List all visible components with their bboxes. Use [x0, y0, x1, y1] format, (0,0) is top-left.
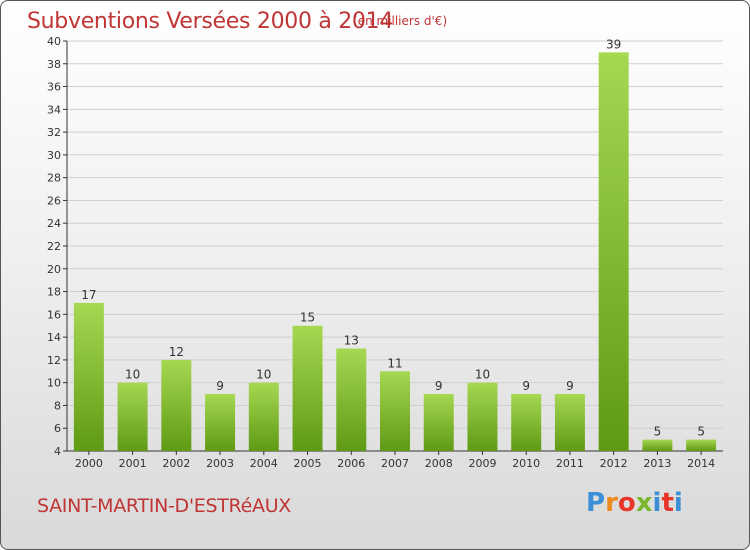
x-tick-label-2008: 2008	[425, 457, 453, 470]
y-tick-label: 22	[47, 240, 61, 253]
y-tick-label: 12	[47, 354, 61, 367]
data-label-2011: 9	[566, 379, 574, 393]
logo-letter: r	[605, 488, 618, 518]
y-tick-label: 26	[47, 194, 61, 207]
data-label-2007: 11	[387, 356, 402, 370]
data-label-2008: 9	[435, 379, 443, 393]
y-tick-label: 36	[47, 81, 61, 94]
x-tick-label-2005: 2005	[294, 457, 322, 470]
data-label-2003: 9	[216, 379, 224, 393]
bar-2003	[205, 394, 236, 451]
logo-letter: P	[586, 488, 606, 518]
y-tick-label: 30	[47, 149, 61, 162]
bar-2001	[117, 382, 148, 451]
data-label-2001: 10	[125, 368, 140, 382]
x-tick-label-2007: 2007	[381, 457, 409, 470]
y-tick-label: 32	[47, 126, 61, 139]
x-tick-label-2011: 2011	[556, 457, 584, 470]
x-tick-label-2013: 2013	[643, 457, 671, 470]
x-tick-label-2012: 2012	[600, 457, 628, 470]
bar-2000	[73, 302, 104, 451]
data-label-2002: 12	[169, 345, 184, 359]
y-tick-label: 20	[47, 263, 61, 276]
y-tick-label: 6	[54, 422, 61, 435]
y-tick-label: 4	[54, 445, 61, 458]
x-tick-label-2002: 2002	[162, 457, 190, 470]
logo-letter: o	[617, 488, 636, 518]
bar-2014	[686, 439, 717, 451]
bar-2012	[598, 52, 629, 452]
x-tick-label-2009: 2009	[468, 457, 496, 470]
bar-2005	[292, 325, 323, 451]
x-tick-label-2000: 2000	[75, 457, 103, 470]
bar-2007	[380, 371, 410, 451]
x-tick-label-2006: 2006	[337, 457, 365, 470]
data-label-2000: 17	[81, 288, 96, 302]
x-tick-label-2014: 2014	[687, 457, 715, 470]
y-tick-label: 18	[47, 286, 61, 299]
data-label-2010: 9	[522, 379, 530, 393]
logo-letter: x	[635, 488, 653, 518]
y-tick-label: 24	[47, 217, 61, 230]
data-label-2012: 39	[606, 37, 621, 51]
logo-letter: t	[661, 488, 674, 518]
bar-2008	[423, 394, 454, 451]
data-label-2006: 13	[344, 334, 359, 348]
y-tick-label: 8	[54, 399, 61, 412]
y-tick-label: 14	[47, 331, 61, 344]
bar-2002	[161, 359, 192, 451]
bar-2010	[511, 394, 542, 451]
y-tick-label: 40	[47, 35, 61, 48]
bar-2013	[642, 439, 673, 451]
data-label-2005: 15	[300, 311, 315, 325]
y-tick-label: 10	[47, 377, 61, 390]
commune-name: SAINT-MARTIN-D'ESTRéAUX	[37, 495, 292, 517]
bar-2011	[554, 394, 585, 451]
chart-unit: (en milliers d'€)	[353, 14, 448, 28]
chart-title: Subventions Versées 2000 à 2014	[27, 9, 394, 34]
data-label-2014: 5	[697, 425, 705, 439]
bar-2004	[248, 382, 279, 451]
y-tick-label: 16	[47, 308, 61, 321]
bar-2009	[467, 382, 498, 451]
x-tick-label-2003: 2003	[206, 457, 234, 470]
y-tick-label: 28	[47, 172, 61, 185]
x-tick-label-2004: 2004	[250, 457, 278, 470]
y-tick-label: 34	[47, 103, 61, 116]
y-tick-label: 38	[47, 58, 61, 71]
data-label-2009: 10	[475, 368, 490, 382]
data-label-2004: 10	[256, 368, 271, 382]
proxiti-logo: Proxiti	[586, 488, 683, 518]
bar-2006	[336, 348, 367, 451]
x-tick-label-2001: 2001	[119, 457, 147, 470]
logo-letter: i	[652, 488, 662, 518]
data-label-2013: 5	[654, 425, 662, 439]
logo-letter: i	[673, 488, 683, 518]
x-tick-label-2010: 2010	[512, 457, 540, 470]
